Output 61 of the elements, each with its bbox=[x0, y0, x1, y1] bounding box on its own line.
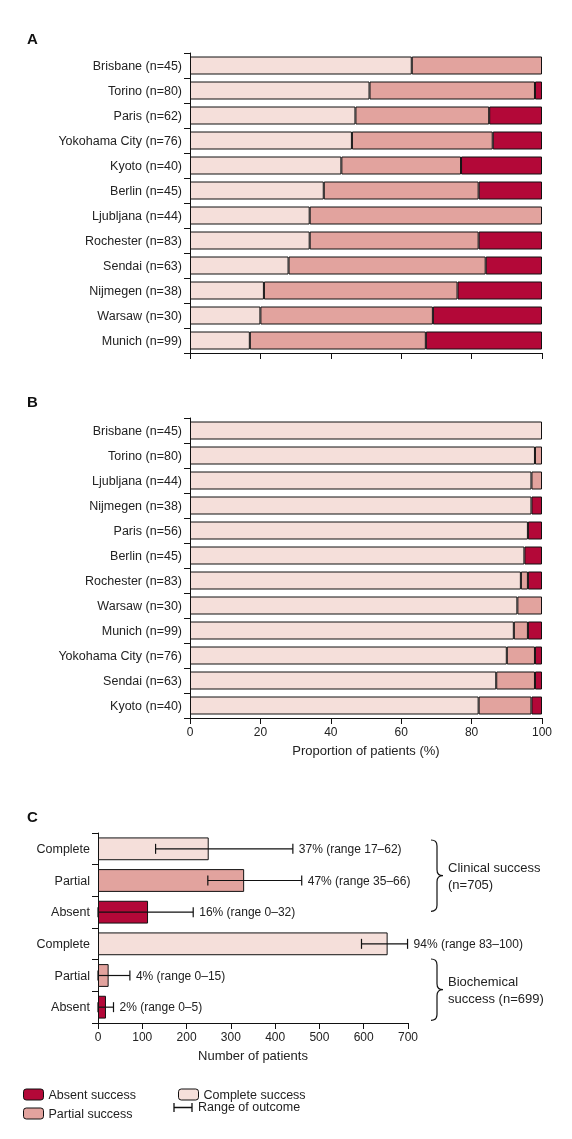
text: Range of outcome bbox=[198, 1100, 301, 1114]
y-tick-label: Partial bbox=[54, 873, 90, 888]
y-tick-label: Absent bbox=[51, 1000, 91, 1015]
x-tick-label: 20 bbox=[253, 725, 268, 739]
text: A bbox=[27, 30, 38, 47]
y-tick-label: Complete bbox=[36, 936, 91, 951]
y-tick-label: Torino (n=80) bbox=[108, 448, 182, 463]
legend-label: Absent success bbox=[48, 1087, 137, 1102]
x-tick-label: 400 bbox=[265, 1030, 286, 1044]
text: 94% (range 83–100) bbox=[413, 935, 523, 952]
y-tick-label: Brisbane (n=45) bbox=[92, 423, 182, 438]
x-tick-label: 100 bbox=[531, 725, 553, 739]
annotation: 47% (range 35–66) bbox=[307, 872, 411, 889]
x-tick-label: 100 bbox=[132, 1030, 153, 1044]
y-tick-label: Absent bbox=[51, 905, 91, 920]
annotation: 4% (range 0–15) bbox=[135, 967, 226, 984]
x-tick-label: 500 bbox=[309, 1030, 330, 1044]
y-tick-label: Rochester (n=83) bbox=[85, 573, 182, 588]
legend-label: Partial success bbox=[48, 1106, 133, 1121]
x-tick-label: 600 bbox=[353, 1030, 375, 1044]
x-tick-label: 0 bbox=[186, 725, 194, 739]
y-tick-label: Sendai (n=63) bbox=[103, 673, 182, 688]
text: Biochemical success (n=699) bbox=[448, 972, 545, 1007]
x-axis-title: Proportion of patients (%) bbox=[292, 743, 440, 758]
x-axis-title: Number of patients bbox=[198, 1048, 309, 1063]
y-tick-label: Yokohama City (n=76) bbox=[58, 648, 182, 663]
y-tick-label: Warsaw (n=30) bbox=[97, 598, 182, 613]
y-tick-label: Paris (n=56) bbox=[113, 523, 182, 538]
x-tick-label: 80 bbox=[464, 725, 479, 739]
y-tick-label: Complete bbox=[36, 841, 91, 856]
y-tick-label: Berlin (n=45) bbox=[110, 548, 182, 563]
annotation: 37% (range 17–62) bbox=[298, 840, 402, 857]
x-tick-label: 60 bbox=[394, 725, 409, 739]
y-tick-label: Rochester (n=83) bbox=[85, 233, 182, 248]
legend-label: Complete success bbox=[203, 1087, 306, 1102]
y-tick-label: Torino (n=80) bbox=[108, 83, 182, 98]
x-tick-label: 40 bbox=[324, 725, 338, 739]
y-tick-label: Ljubljana (n=44) bbox=[92, 473, 182, 488]
y-tick-label: Partial bbox=[54, 968, 90, 983]
y-tick-label: Sendai (n=63) bbox=[103, 258, 182, 273]
chart-title: C bbox=[27, 808, 38, 825]
annotation: 16% (range 0–32) bbox=[199, 904, 296, 921]
y-tick-label: Kyoto (n=40) bbox=[110, 158, 182, 173]
annotation: 2% (range 0–5) bbox=[119, 999, 203, 1016]
y-tick-label: Nijmegen (n=38) bbox=[89, 283, 182, 298]
y-tick-label: Ljubljana (n=44) bbox=[92, 208, 182, 223]
x-tick-label: 700 bbox=[397, 1030, 419, 1044]
x-tick-label: 0 bbox=[94, 1030, 102, 1044]
y-tick-label: Berlin (n=45) bbox=[110, 183, 182, 198]
y-tick-label: Paris (n=62) bbox=[113, 108, 182, 123]
y-tick-label: Kyoto (n=40) bbox=[110, 698, 182, 713]
x-tick-label: 200 bbox=[176, 1030, 197, 1044]
y-tick-label: Brisbane (n=45) bbox=[92, 58, 182, 73]
y-tick-label: Nijmegen (n=38) bbox=[89, 498, 182, 513]
text: B bbox=[27, 393, 38, 410]
x-tick-label: 300 bbox=[220, 1030, 242, 1044]
y-tick-label: Munich (n=99) bbox=[101, 333, 182, 348]
y-tick-label: Munich (n=99) bbox=[101, 623, 182, 638]
y-tick-label: Yokohama City (n=76) bbox=[58, 133, 182, 148]
y-tick-label: Warsaw (n=30) bbox=[97, 308, 182, 323]
text: Clinical success (n=705) bbox=[448, 858, 542, 893]
